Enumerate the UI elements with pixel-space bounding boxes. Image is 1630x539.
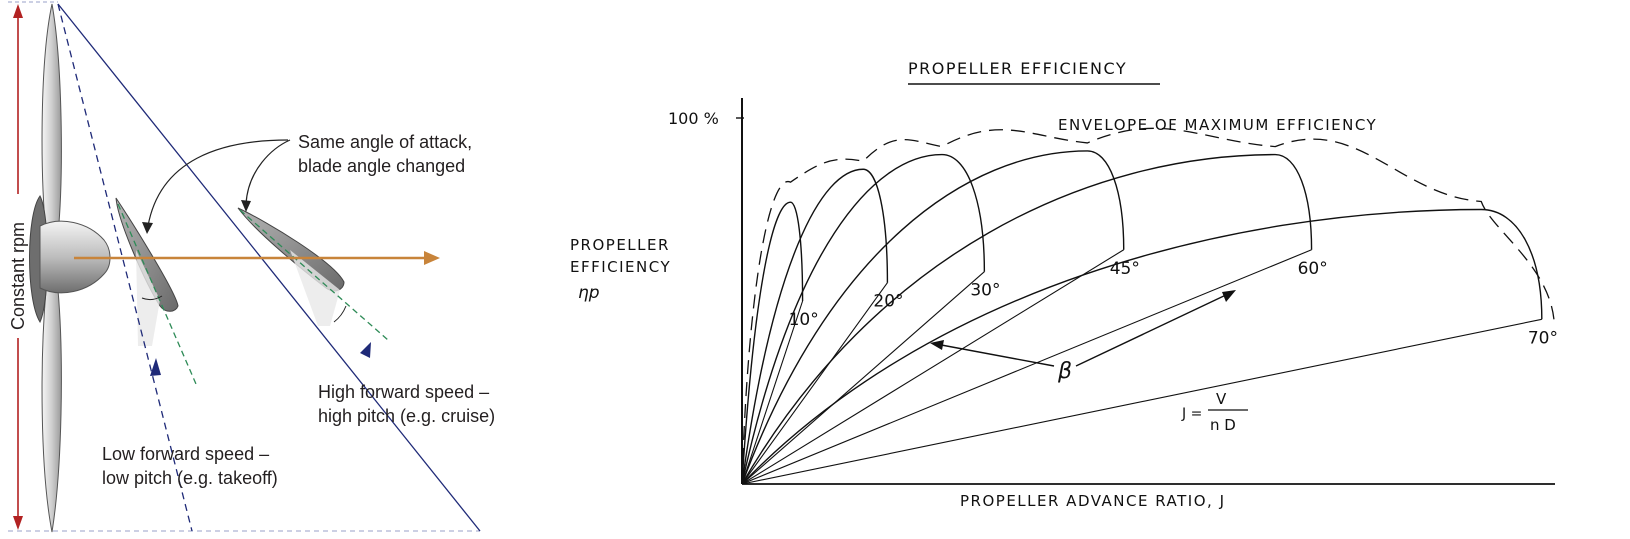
beta-arrow-right <box>1075 293 1229 367</box>
advance-ratio-formula-lhs: J = <box>1181 406 1202 422</box>
rpm-arrow-head-up <box>13 4 23 18</box>
efficiency-curve-20deg <box>741 168 889 485</box>
y-axis-label-line2: EFFICIENCY <box>570 258 671 276</box>
high-speed-relative-wind-line <box>57 3 481 532</box>
envelope-label: ENVELOPE OF MAXIMUM EFFICIENCY <box>1058 116 1377 134</box>
blade-angle-line-45deg <box>741 249 1125 485</box>
constant-rpm-label: Constant rpm <box>8 222 28 330</box>
callout-label-line1: Same angle of attack, <box>298 132 472 152</box>
low-pitch-angle-arc <box>141 295 163 301</box>
chart-title: PROPELLER EFFICIENCY <box>908 59 1127 78</box>
callout-arrow-to-high-blade <box>245 139 291 205</box>
beta-arrow-left-head <box>930 340 944 350</box>
y-axis-label-symbol: ηp <box>578 283 600 303</box>
efficiency-curve-70deg <box>741 208 1543 485</box>
propeller-pitch-diagram: Constant rpm <box>0 0 560 534</box>
beta-arrow-right-head <box>1222 290 1236 302</box>
low-pitch-blade-section <box>115 197 179 312</box>
callout-arrow-to-low-blade <box>147 139 289 227</box>
x-axis-label: PROPELLER ADVANCE RATIO, J <box>960 492 1226 510</box>
thrust-arrow-head <box>424 251 440 265</box>
low-speed-label-line1: Low forward speed – <box>102 444 269 464</box>
low-speed-relative-wind-line <box>57 3 193 532</box>
high-pitch-angle-wedge <box>290 250 340 326</box>
efficiency-chart-svg: PROPELLER EFFICIENCY 100 % PROPELLER EFF… <box>570 59 1558 510</box>
propeller-blade-top <box>41 3 62 236</box>
advance-ratio-formula-denominator: n D <box>1210 416 1236 434</box>
low-pitch-angle-wedge <box>136 250 160 346</box>
callout-arrow-head-low <box>142 222 153 234</box>
y-tick-100: 100 % <box>668 109 719 128</box>
y-axis-label-line1: PROPELLER <box>570 236 670 254</box>
efficiency-curve-30deg <box>741 153 986 485</box>
propeller-efficiency-chart: PROPELLER EFFICIENCY 100 % PROPELLER EFF… <box>560 0 1630 534</box>
efficiency-curve-45deg <box>741 150 1125 485</box>
rpm-arrow-head-down <box>13 516 23 530</box>
envelope-of-maximum-efficiency-curve <box>741 127 1555 485</box>
low-speed-label-line2: low pitch (e.g. takeoff) <box>102 468 278 488</box>
high-speed-label-line1: High forward speed – <box>318 382 489 402</box>
low-speed-wind-arrow-head <box>150 358 161 376</box>
efficiency-curve-60deg <box>741 153 1313 485</box>
low-pitch-chord-line <box>117 203 197 385</box>
blade-angle-line-30deg <box>741 271 985 485</box>
curve-label-20deg: 20° <box>873 292 903 312</box>
blade-angle-line-20deg <box>741 282 888 485</box>
high-speed-label-line2: high pitch (e.g. cruise) <box>318 406 495 426</box>
high-speed-wind-arrow-head <box>360 342 371 358</box>
efficiency-curves: 10°20°30°45° 60°70° <box>741 127 1558 485</box>
blade-angle-line-60deg <box>741 249 1312 485</box>
curve-label-70deg: 70° <box>1528 328 1558 348</box>
propeller-blade-bottom <box>41 289 62 533</box>
curve-label-60deg: 60° <box>1298 259 1328 279</box>
callout-label-line2: blade angle changed <box>298 156 465 176</box>
callout-arrow-head-high <box>241 200 251 212</box>
high-pitch-angle-arc <box>333 305 347 323</box>
curve-label-10deg: 10° <box>789 310 819 330</box>
advance-ratio-formula-numerator: V <box>1216 390 1227 408</box>
beta-arrow-left <box>935 343 1055 367</box>
beta-symbol-label: β <box>1057 359 1072 384</box>
pitch-diagram-svg: Constant rpm <box>8 1 495 533</box>
curve-label-30deg: 30° <box>970 281 1000 301</box>
blade-angle-line-10deg <box>741 300 804 485</box>
high-pitch-chord-line <box>239 209 389 341</box>
blade-angle-line-70deg <box>741 318 1542 485</box>
